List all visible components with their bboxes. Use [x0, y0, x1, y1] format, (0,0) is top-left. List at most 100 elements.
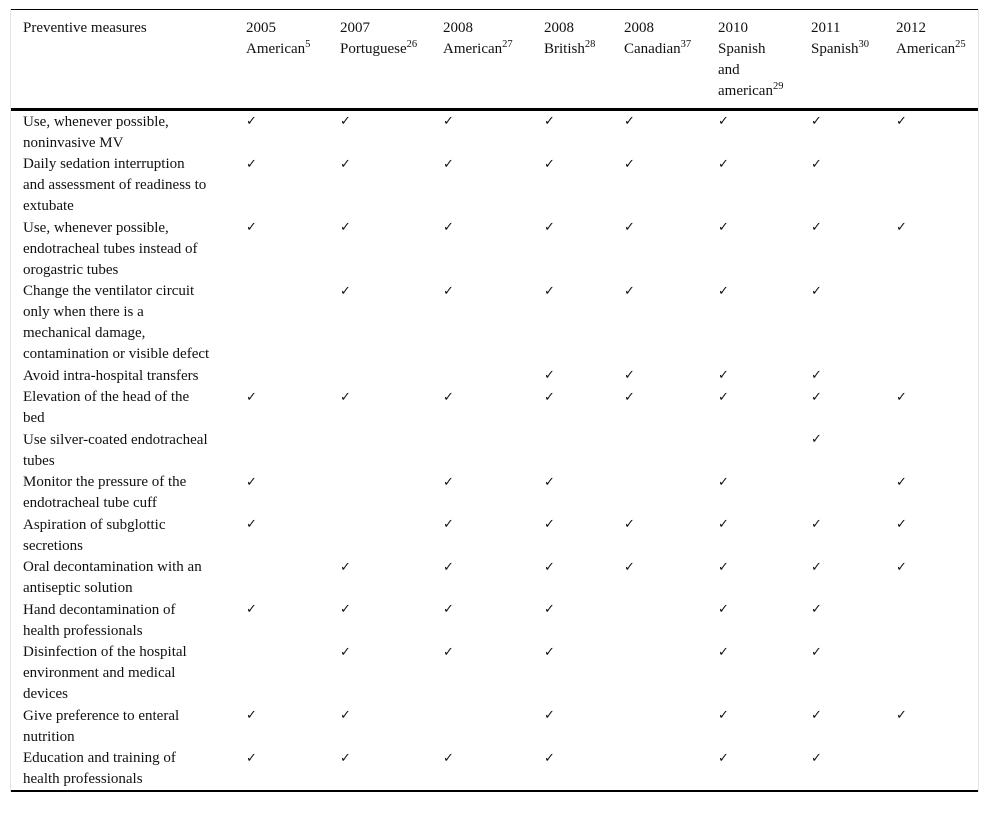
check-icon: ✓: [246, 389, 257, 405]
table-row: Monitor the pressure of the endotracheal…: [11, 472, 978, 515]
check-icon: ✓: [443, 283, 454, 299]
check-icon: ✓: [544, 517, 555, 532]
check-icon: ✓: [246, 114, 257, 129]
check-cell: ✓: [244, 705, 338, 748]
reference-superscript: 37: [680, 39, 692, 50]
check-cell: ✓: [244, 514, 338, 557]
check-icon: ✓: [544, 474, 555, 490]
check-icon: ✓: [624, 156, 635, 172]
check-cell: ✓: [809, 599, 894, 642]
check-cell: ✓: [716, 642, 809, 706]
empty-cell: [441, 705, 542, 748]
check-icon: ✓: [443, 602, 454, 617]
check-icon: ✓: [896, 220, 907, 235]
check-icon: ✓: [718, 283, 729, 299]
empty-cell: [809, 472, 894, 515]
check-cell: ✓: [244, 154, 338, 218]
check-cell: ✓: [894, 110, 978, 154]
check-icon: ✓: [811, 432, 822, 447]
column-header: 2007 Portuguese26: [338, 9, 441, 111]
column-header: 2005 American5: [244, 9, 338, 111]
check-icon: ✓: [718, 114, 729, 129]
check-cell: ✓: [338, 557, 441, 600]
check-icon: ✓: [340, 283, 351, 299]
check-icon: ✓: [624, 517, 635, 532]
check-icon: ✓: [811, 389, 822, 405]
empty-cell: [622, 748, 716, 792]
check-icon: ✓: [811, 156, 822, 172]
table-row: Use, whenever possible, endotracheal tub…: [11, 217, 978, 281]
check-icon: ✓: [544, 708, 555, 723]
row-header-label: Preventive measures: [11, 9, 244, 111]
empty-cell: [244, 281, 338, 366]
check-cell: ✓: [894, 387, 978, 430]
check-icon: ✓: [340, 114, 351, 129]
empty-cell: [622, 429, 716, 472]
check-icon: ✓: [718, 708, 729, 723]
empty-cell: [244, 642, 338, 706]
column-year: 2007: [340, 20, 370, 36]
check-icon: ✓: [340, 602, 351, 617]
check-icon: ✓: [340, 644, 351, 660]
check-cell: ✓: [338, 748, 441, 792]
check-icon: ✓: [718, 389, 729, 405]
empty-cell: [338, 514, 441, 557]
empty-cell: [894, 599, 978, 642]
check-icon: ✓: [443, 750, 454, 766]
check-cell: ✓: [716, 387, 809, 430]
empty-cell: [338, 472, 441, 515]
check-cell: ✓: [441, 599, 542, 642]
table-header: Preventive measures 2005 American5 2007 Por…: [11, 9, 978, 111]
table-row: Education and training of health profess…: [11, 748, 978, 792]
check-icon: ✓: [443, 517, 454, 532]
measure-label: Elevation of the head of the bed: [23, 389, 190, 426]
check-icon: ✓: [443, 114, 454, 129]
table-row: Aspiration of subglottic secretions ✓ ✓ ✓ ✓ ✓…: [11, 514, 978, 557]
reference-superscript: 5: [305, 39, 311, 50]
check-cell: ✓: [542, 642, 622, 706]
check-cell: ✓: [716, 557, 809, 600]
check-cell: ✓: [622, 281, 716, 366]
check-cell: ✓: [542, 705, 622, 748]
measure-label: Daily sedation interruption and assessme…: [23, 156, 207, 214]
measure-label: Avoid intra-hospital transfers: [23, 367, 199, 384]
column-header: 2010 Spanish and american29: [716, 9, 809, 111]
empty-cell: [622, 642, 716, 706]
column-guideline-name: American27: [443, 39, 513, 57]
check-icon: ✓: [340, 389, 351, 405]
guidelines-table-wrap: Preventive measures 2005 American5 2007 Por…: [10, 9, 979, 792]
check-icon: ✓: [811, 602, 822, 617]
check-icon: ✓: [544, 220, 555, 235]
empty-cell: [244, 557, 338, 600]
check-icon: ✓: [624, 114, 635, 129]
check-icon: ✓: [811, 517, 822, 532]
check-cell: ✓: [716, 365, 809, 387]
measure-label: Disinfection of the hospital environment…: [23, 644, 187, 702]
check-icon: ✓: [443, 559, 454, 575]
check-cell: ✓: [244, 110, 338, 154]
check-cell: ✓: [244, 472, 338, 515]
check-icon: ✓: [718, 602, 729, 617]
empty-cell: [441, 365, 542, 387]
check-cell: ✓: [338, 705, 441, 748]
measure-label: Use, whenever possible, noninvasive MV: [23, 113, 169, 151]
table-row: Use silver-coated endotracheal tubes ✓: [11, 429, 978, 472]
check-icon: ✓: [340, 559, 351, 575]
column-guideline-name: Spanish30: [811, 39, 870, 57]
check-cell: ✓: [338, 599, 441, 642]
check-icon: ✓: [246, 474, 257, 490]
check-cell: ✓: [716, 217, 809, 281]
check-cell: ✓: [441, 154, 542, 218]
check-icon: ✓: [544, 283, 555, 299]
column-year: 2008: [544, 20, 574, 36]
check-icon: ✓: [246, 602, 257, 617]
check-icon: ✓: [811, 220, 822, 235]
check-icon: ✓: [896, 114, 907, 129]
check-icon: ✓: [811, 644, 822, 660]
check-icon: ✓: [544, 114, 555, 129]
check-icon: ✓: [246, 750, 257, 766]
table-row: Hand decontamination of health professio…: [11, 599, 978, 642]
check-cell: ✓: [622, 557, 716, 600]
check-cell: ✓: [894, 557, 978, 600]
check-icon: ✓: [718, 517, 729, 532]
